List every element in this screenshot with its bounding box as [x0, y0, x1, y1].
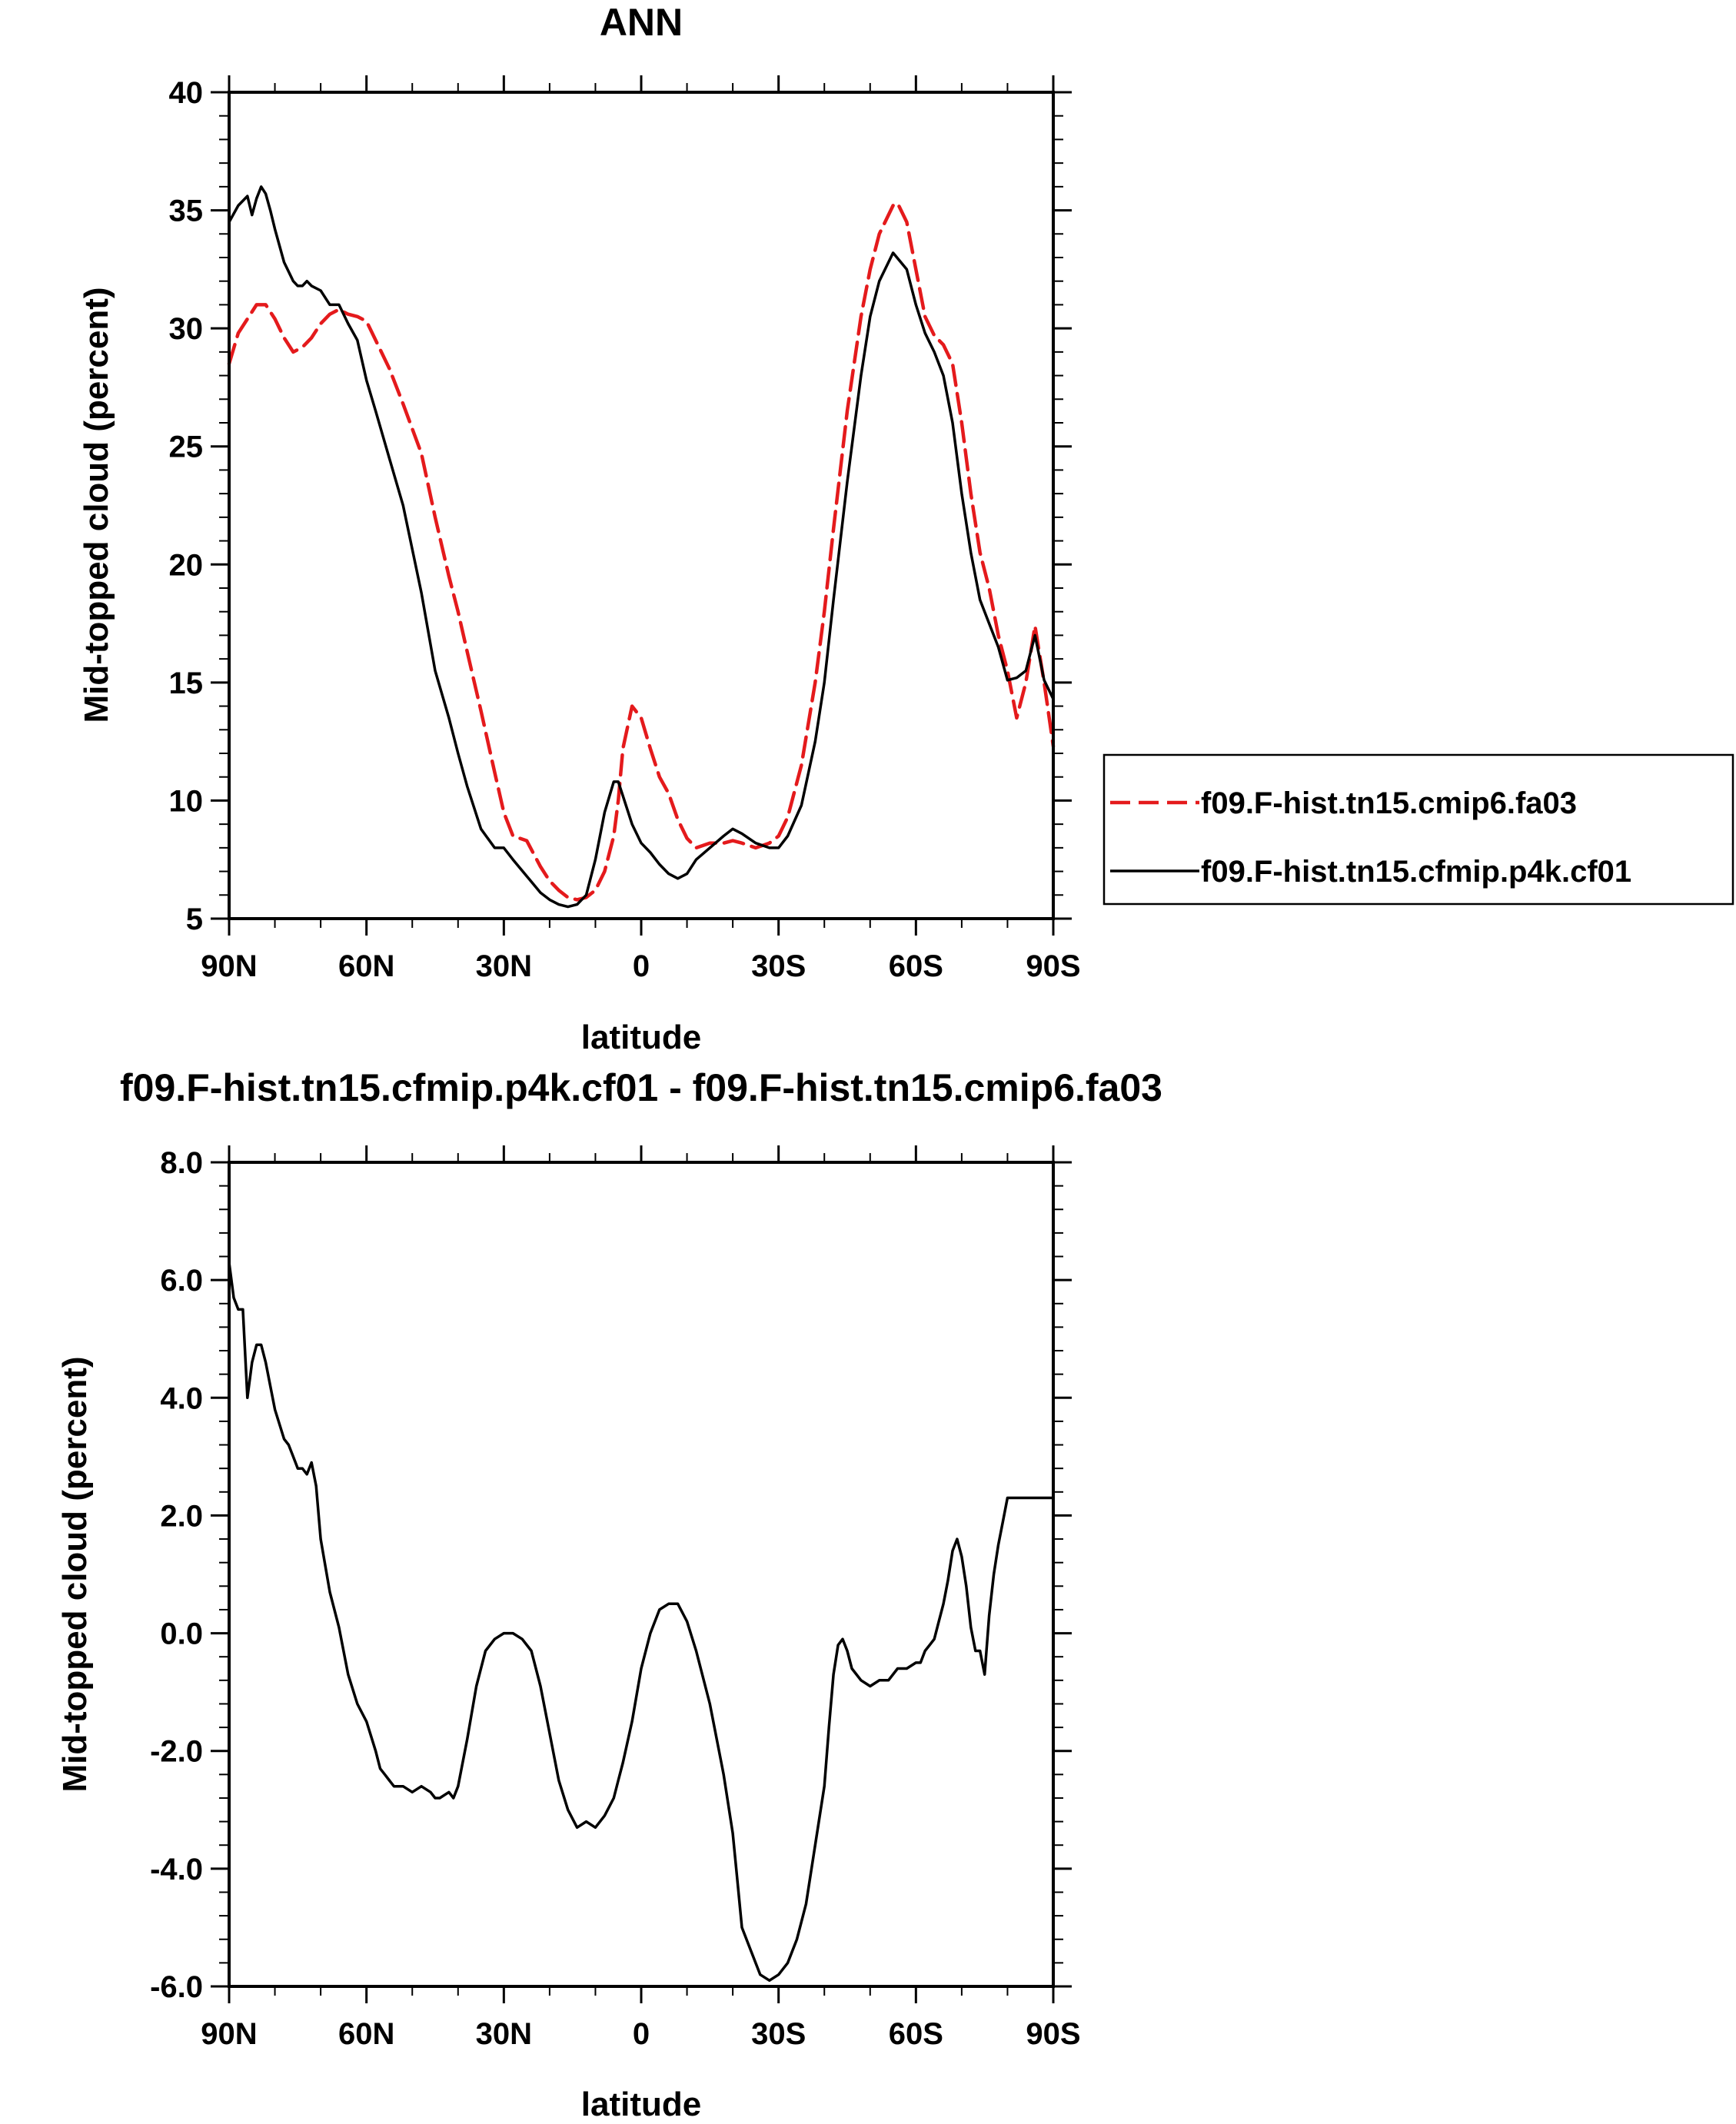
bottom-x-axis-label: latitude — [581, 2086, 701, 2123]
top-x-tick-label: 30S — [751, 949, 806, 983]
legend-label-cmip6: f09.F-hist.tn15.cmip6.fa03 — [1201, 786, 1577, 820]
top-x-tick-label: 90N — [201, 949, 257, 983]
bottom-y-axis-label: Mid-topped cloud (percent) — [56, 1356, 94, 1792]
panel-top: ANN 90N 60N 30N 0 30S 60S 90S 510152025303540 … — [78, 1, 1734, 1056]
top-x-tick-label: 60S — [889, 949, 943, 983]
top-y-axis-label: Mid-topped cloud (percent) — [78, 287, 115, 723]
legend-label-cfmip: f09.F-hist.tn15.cfmip.p4k.cf01 — [1201, 855, 1631, 889]
top-series-line-0 — [227, 201, 1056, 902]
top-x-tick-label: 0 — [633, 949, 650, 983]
bottom-series-group — [228, 1261, 1055, 1983]
top-ticks — [211, 75, 1072, 936]
bot-x-tick-label: 0 — [633, 2017, 650, 2051]
top-y-tick-label: 20 — [169, 548, 204, 582]
top-x-tick-labels: 90N 60N 30N 0 30S 60S 90S — [201, 949, 1080, 983]
top-y-tick-label: 30 — [169, 312, 204, 346]
top-plot-frame — [228, 91, 1055, 920]
bot-x-tick-label: 60S — [889, 2017, 943, 2051]
bot-series-line-0 — [228, 1261, 1055, 1983]
legend-box — [1102, 753, 1734, 906]
top-series-line-1 — [228, 185, 1055, 909]
top-y-tick-label: 5 — [186, 902, 203, 936]
top-x-tick-label: 90S — [1026, 949, 1080, 983]
top-y-tick-label: 40 — [169, 76, 204, 110]
bot-x-tick-label: 60N — [338, 2017, 394, 2051]
bot-y-tick-label: 2.0 — [160, 1499, 203, 1533]
top-y-tick-label: 10 — [169, 784, 204, 818]
bot-y-tick-label: 0.0 — [160, 1617, 203, 1651]
top-x-tick-label: 60N — [338, 949, 394, 983]
bottom-chart-title: f09.F-hist.tn15.cfmip.p4k.cf01 - f09.F-h… — [120, 1066, 1162, 1109]
top-y-tick-labels: 5 10 15 20 25 30 35 40 — [169, 76, 204, 936]
top-y-tick-label: 15 — [169, 666, 204, 700]
panel-bottom: f09.F-hist.tn15.cfmip.p4k.cf01 - f09.F-h… — [56, 1066, 1162, 2123]
bot-y-tick-label: 4.0 — [160, 1381, 203, 1415]
top-series-group — [227, 185, 1056, 909]
top-chart-title: ANN — [600, 1, 683, 44]
bot-y-tick-label: 6.0 — [160, 1264, 203, 1298]
bottom-x-tick-labels: 90N 60N 30N 0 30S 60S 90S — [201, 2017, 1080, 2051]
bot-y-tick-label: 8.0 — [160, 1146, 203, 1180]
legend: f09.F-hist.tn15.cmip6.fa03 f09.F-hist.tn… — [1102, 753, 1734, 906]
bot-y-tick-label: -4.0 — [150, 1853, 203, 1886]
bot-y-tick-label: -2.0 — [150, 1735, 203, 1769]
bottom-y-tick-labels: -6.0 -4.0 -2.0 0.0 2.0 4.0 6.0 8.0 — [150, 1146, 203, 2004]
bottom-ticks — [211, 1145, 1072, 2003]
bottom-plot-frame — [228, 1161, 1055, 1988]
top-x-tick-label: 30N — [476, 949, 532, 983]
bot-x-tick-label: 30N — [476, 2017, 532, 2051]
top-y-tick-label: 35 — [169, 194, 204, 228]
bot-x-tick-label: 30S — [751, 2017, 806, 2051]
bot-x-tick-label: 90S — [1026, 2017, 1080, 2051]
bot-y-tick-label: -6.0 — [150, 1970, 203, 2004]
top-x-axis-label: latitude — [581, 1019, 701, 1056]
bot-x-tick-label: 90N — [201, 2017, 257, 2051]
top-y-tick-label: 25 — [169, 430, 204, 464]
